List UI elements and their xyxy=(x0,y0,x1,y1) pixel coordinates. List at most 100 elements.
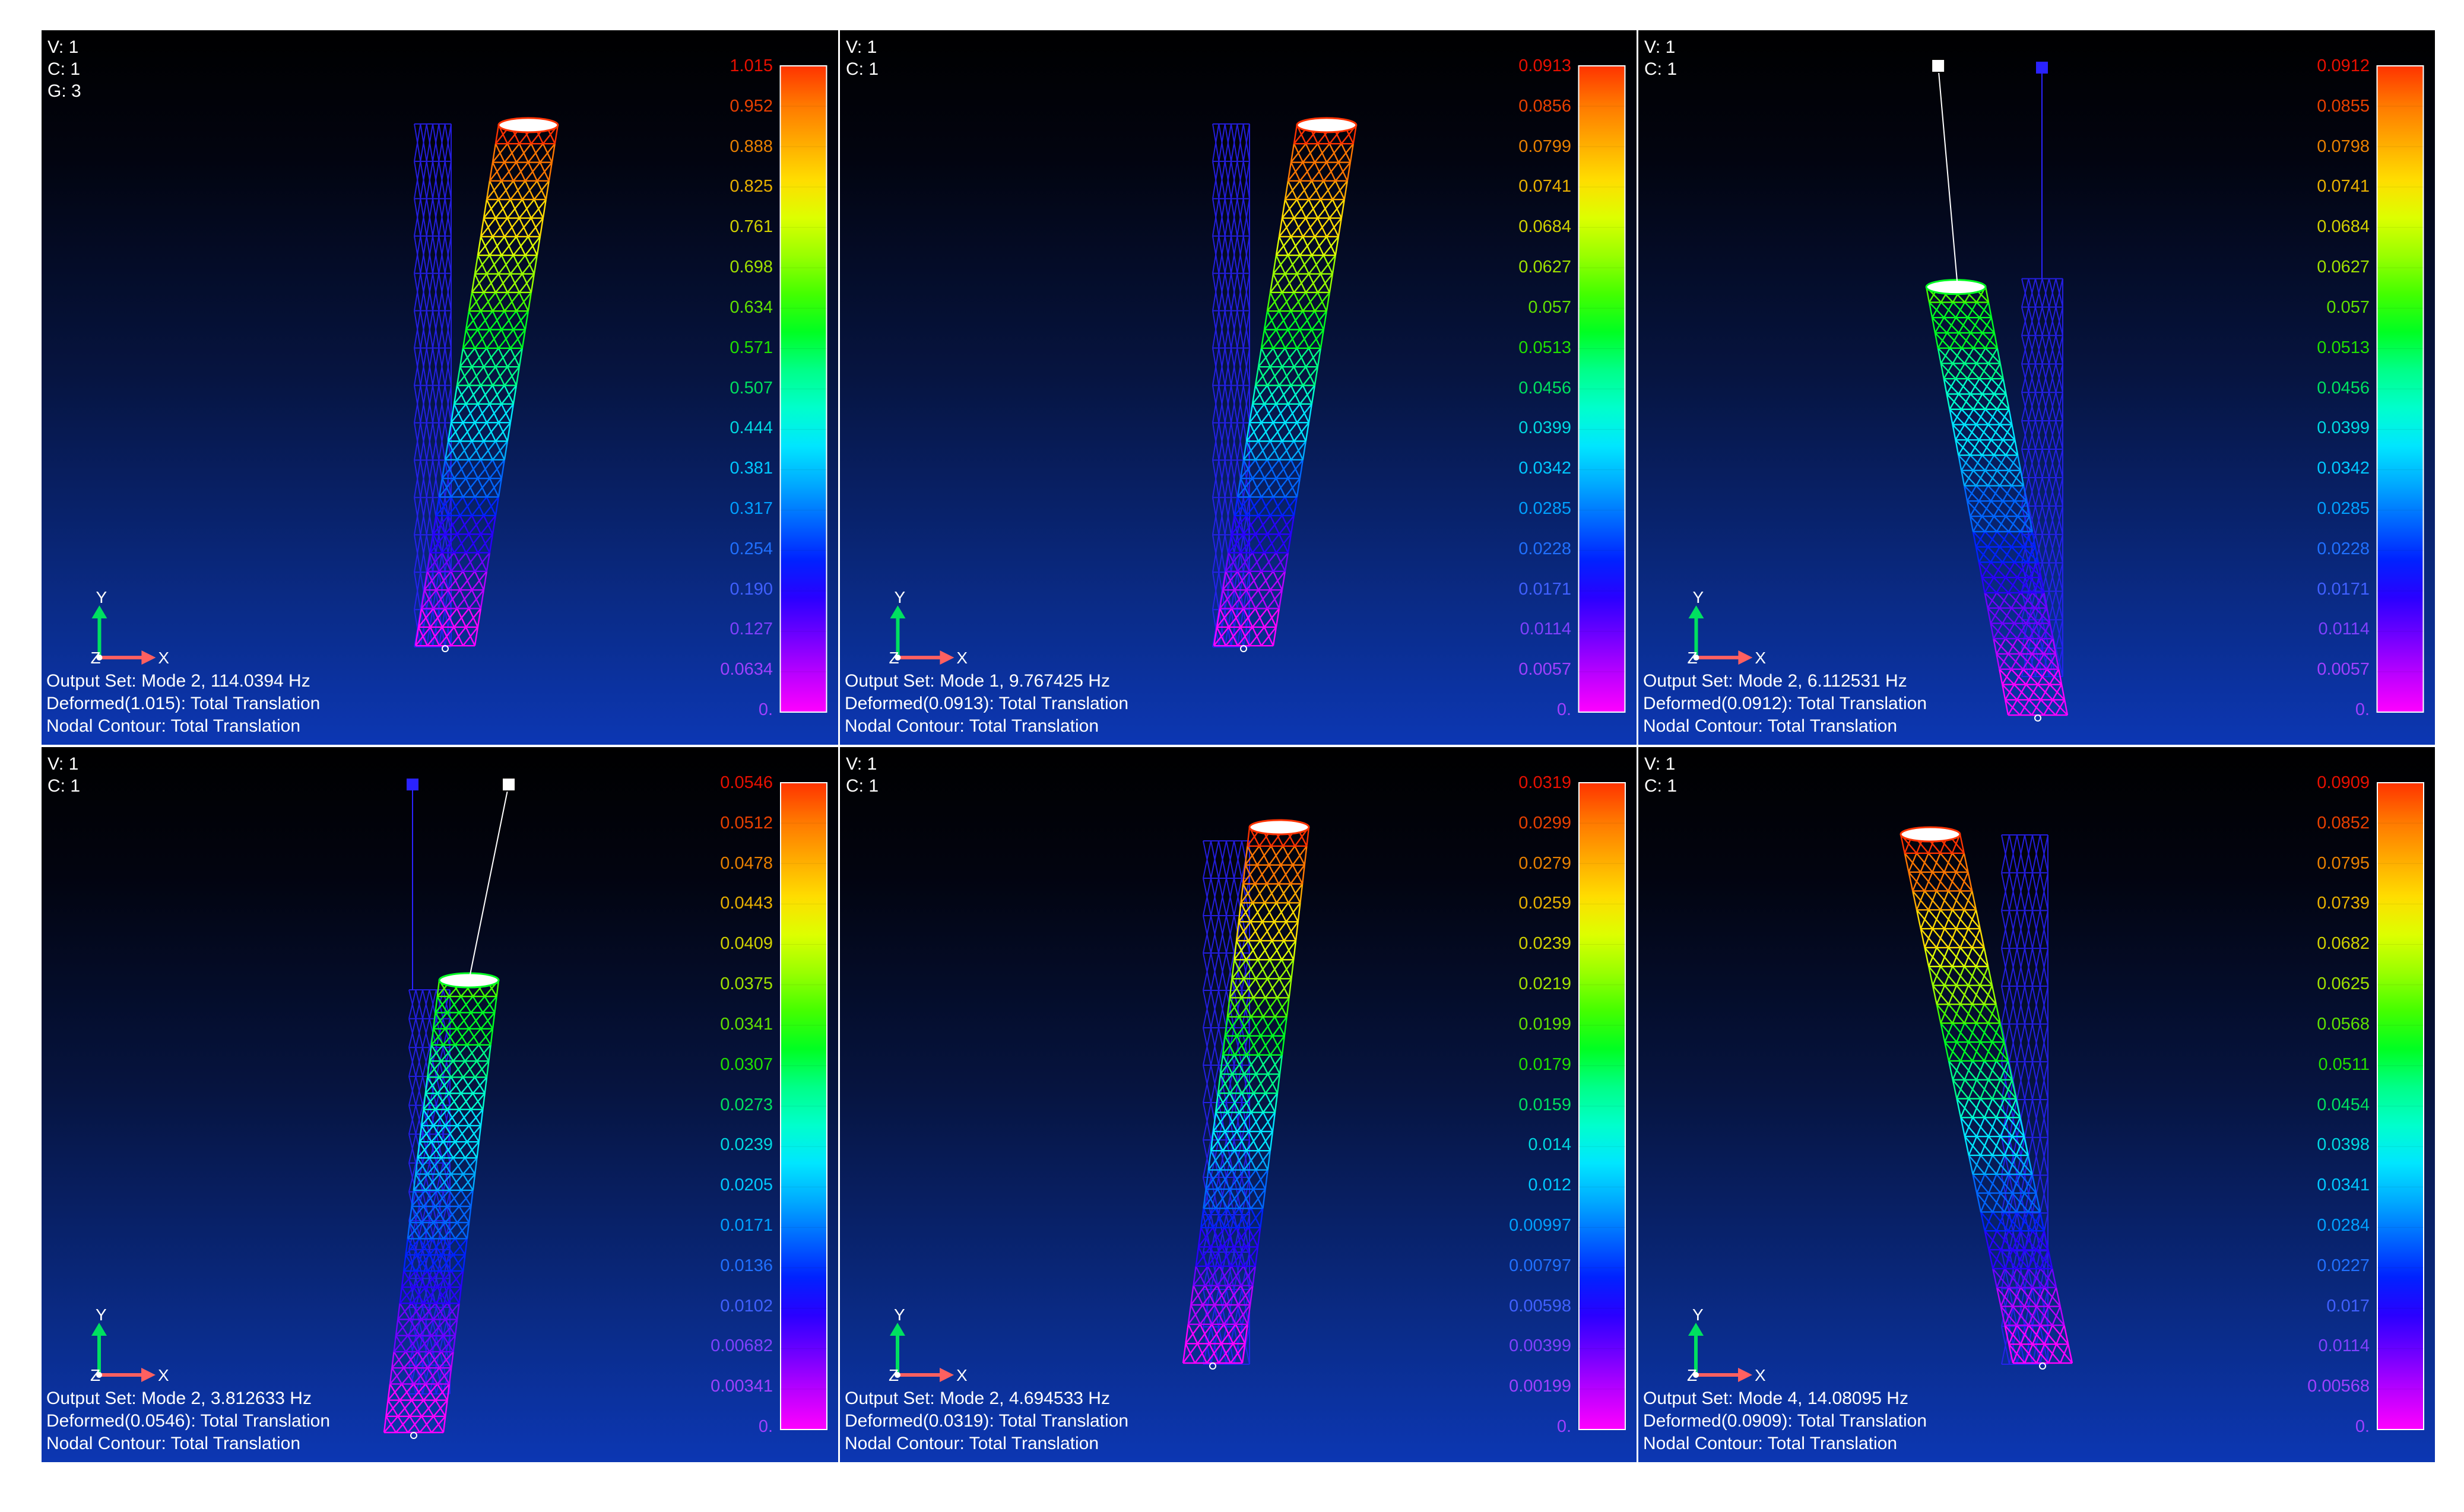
scale-tick-label: 0.0627 xyxy=(2317,258,2370,277)
node-markers xyxy=(407,777,516,990)
deformed-mesh xyxy=(1899,834,2073,1364)
viewport-mode-2-6hz[interactable]: Y X Z V: 1 C: 1 0.0912 0.0855 0.0798 0.0741 0.068… xyxy=(1638,30,2435,745)
color-scale-bar xyxy=(2377,782,2424,1430)
deformed-mesh xyxy=(1213,125,1358,647)
scale-tick-label: 0.00598 xyxy=(1509,1296,1571,1316)
scale-tick-label: 0.444 xyxy=(730,418,773,438)
viewport-mode-2-3hz[interactable]: Y X Z V: 1 C: 1 0.0546 0.0512 0.0478 0.0443 0.040… xyxy=(42,747,838,1462)
undeformed-mesh xyxy=(414,123,452,648)
base-node-marker xyxy=(1239,645,1247,653)
scale-tick-label: 0.0513 xyxy=(2317,338,2370,357)
color-scale-bar xyxy=(2376,65,2424,713)
axis-x-label: X xyxy=(1755,1366,1766,1384)
color-number: C: 1 xyxy=(1644,776,1677,796)
viewport-mode-2-4hz[interactable]: Y X Z V: 1 C: 1 0.0319 0.0299 0.0279 0.0259 0.023… xyxy=(840,747,1637,1462)
scale-tick-label: 0.0227 xyxy=(2317,1256,2370,1275)
scale-tick-label: 0.00797 xyxy=(1509,1256,1571,1275)
deformed-label: Deformed(0.0912): Total Translation xyxy=(1643,694,1927,713)
model-canvas[interactable]: Y X Z xyxy=(840,747,1637,1462)
color-scale-bar xyxy=(780,782,827,1430)
viewport-mode-2-114hz[interactable]: Y X Z V: 1 C: 1 G: 3 1.015 0.952 0.888 0.825 0.761… xyxy=(42,30,838,745)
color-number: C: 1 xyxy=(846,776,879,796)
scale-tick-label: 0. xyxy=(2355,700,2370,719)
scale-tick-label: 0.0319 xyxy=(1518,773,1571,792)
scale-tick-label: 0.888 xyxy=(730,136,773,156)
scale-tick-label: 0.0341 xyxy=(2317,1176,2370,1195)
contour-label: Nodal Contour: Total Translation xyxy=(1643,1434,1898,1453)
scale-tick-label: 0.0456 xyxy=(1518,378,1571,398)
axis-y-label: Y xyxy=(96,1305,107,1324)
model-canvas[interactable]: Y X Z xyxy=(42,747,838,1462)
scale-tick-label: 0.0259 xyxy=(1518,894,1571,913)
scale-tick-label: 0.00199 xyxy=(1509,1377,1571,1396)
deformed-mesh xyxy=(383,980,500,1434)
base-node-marker xyxy=(1209,1362,1216,1370)
scale-tick-label: 0.0456 xyxy=(2317,378,2370,398)
axis-z-label: Z xyxy=(90,1366,100,1384)
scale-tick-label: 0.0909 xyxy=(2317,773,2370,792)
scale-tick-label: 0.0171 xyxy=(2317,579,2370,599)
viewport-mode-4-14hz[interactable]: Y X Z V: 1 C: 1 0.0909 0.0852 0.0795 0.0739 0.068… xyxy=(1638,747,2435,1462)
node-markers xyxy=(1931,58,2048,288)
scale-tick-label: 0. xyxy=(758,700,773,719)
axis-y-label: Y xyxy=(1692,588,1704,606)
scale-tick-label: 0.381 xyxy=(730,459,773,478)
scale-tick-label: 0.0741 xyxy=(2317,177,2370,196)
axis-z-label: Z xyxy=(1687,1366,1697,1384)
scale-tick-label: 0.0179 xyxy=(1518,1054,1571,1074)
scale-tick-label: 0.012 xyxy=(1528,1176,1571,1195)
scale-tick-label: 0.254 xyxy=(730,539,773,558)
scale-tick-label: 0.0228 xyxy=(1518,539,1571,558)
axis-z-label: Z xyxy=(1687,649,1697,667)
result-info: Output Set: Mode 2, 114.0394 Hz Deformed(… xyxy=(46,670,320,738)
contour-label: Nodal Contour: Total Translation xyxy=(845,1434,1099,1453)
axis-y-label: Y xyxy=(1692,1305,1704,1324)
top-cap xyxy=(1925,279,1987,296)
axis-triad: Y X Z xyxy=(889,1305,968,1384)
view-number: V: 1 xyxy=(846,754,877,774)
view-number: V: 1 xyxy=(846,37,877,57)
contour-label: Nodal Contour: Total Translation xyxy=(1643,716,1898,736)
scale-tick-label: 0.0159 xyxy=(1518,1095,1571,1114)
scale-tick-label: 0.0627 xyxy=(1518,258,1571,277)
view-info: V: 1 C: 1 xyxy=(1644,36,1677,80)
scale-tick-label: 0.0409 xyxy=(720,934,773,954)
result-info: Output Set: Mode 4, 14.08095 Hz Deformed(… xyxy=(1643,1387,1927,1455)
axis-x-label: X xyxy=(158,649,169,667)
scale-tick-label: 0.0546 xyxy=(720,773,773,792)
top-cap xyxy=(1248,819,1310,836)
viewport-mode-1-9hz[interactable]: Y X Z V: 1 C: 1 0.0913 0.0856 0.0799 0.0741 0.068… xyxy=(840,30,1637,745)
view-number: V: 1 xyxy=(1644,754,1676,774)
color-number: C: 1 xyxy=(47,776,81,796)
scale-tick-label: 0.014 xyxy=(1528,1135,1571,1155)
scale-tick-label: 0.0279 xyxy=(1518,853,1571,873)
axis-triad: Y X Z xyxy=(90,1305,169,1384)
scale-tick-label: 0.0057 xyxy=(2317,660,2370,679)
axis-z-label: Z xyxy=(889,649,899,667)
deformed-label: Deformed(0.0909): Total Translation xyxy=(1643,1411,1927,1431)
scale-tick-label: 0.0307 xyxy=(720,1054,773,1074)
model-canvas[interactable]: Y X Z xyxy=(1638,30,2435,745)
axis-y-label: Y xyxy=(894,1305,905,1324)
top-cap xyxy=(1296,117,1358,134)
model-canvas[interactable]: Y X Z xyxy=(840,30,1637,745)
deformed-label: Deformed(0.0546): Total Translation xyxy=(46,1411,331,1431)
scale-tick-label: 0.0399 xyxy=(1518,418,1571,438)
scale-tick-label: 0.0798 xyxy=(2317,136,2370,156)
model-canvas[interactable]: Y X Z xyxy=(1638,747,2435,1462)
scale-tick-label: 0.0199 xyxy=(1518,1014,1571,1034)
view-info: V: 1 C: 1 G: 3 xyxy=(47,36,81,102)
undeformed-mesh xyxy=(1212,123,1250,648)
scale-tick-label: 0.0855 xyxy=(2317,96,2370,116)
scale-tick-label: 0.0228 xyxy=(2317,539,2370,558)
scale-tick-label: 0.0741 xyxy=(1518,177,1571,196)
undeformed-node-icon xyxy=(2036,61,2048,74)
scale-tick-label: 0.00568 xyxy=(2307,1377,2370,1396)
scale-tick-label: 0.00399 xyxy=(1509,1336,1571,1356)
scale-tick-label: 0.0342 xyxy=(1518,459,1571,478)
contour-label: Nodal Contour: Total Translation xyxy=(46,1434,301,1453)
scale-tick-label: 0.0299 xyxy=(1518,813,1571,833)
undeformed-mesh xyxy=(2001,834,2048,1365)
axis-triad: Y X Z xyxy=(90,588,169,667)
model-canvas[interactable]: Y X Z xyxy=(42,30,838,745)
